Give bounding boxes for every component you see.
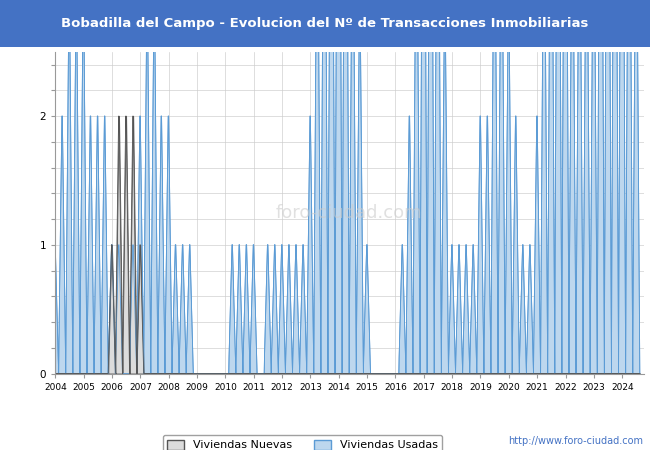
Text: Bobadilla del Campo - Evolucion del Nº de Transacciones Inmobiliarias: Bobadilla del Campo - Evolucion del Nº d… [61, 17, 589, 30]
Text: http://www.foro-ciudad.com: http://www.foro-ciudad.com [508, 436, 644, 446]
Legend: Viviendas Nuevas, Viviendas Usadas: Viviendas Nuevas, Viviendas Usadas [162, 435, 442, 450]
Text: foro-ciudad.com: foro-ciudad.com [276, 203, 422, 222]
